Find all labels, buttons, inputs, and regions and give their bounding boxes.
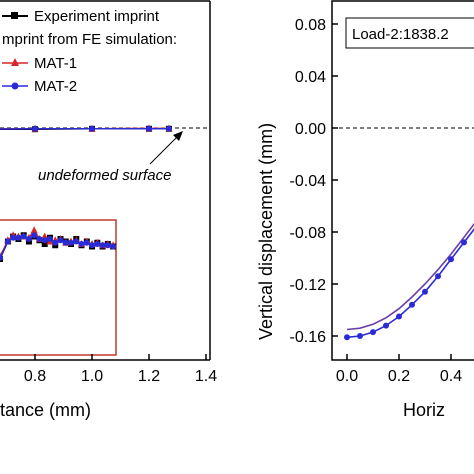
inset-mat1-point-8	[41, 232, 49, 240]
right-y-tick-label-4: -0.08	[290, 225, 327, 242]
right-x-axis-label: Horiz	[403, 400, 445, 420]
inset-mat2-point-1	[4, 238, 11, 245]
left-x-tick-label-3: 1.4	[195, 368, 217, 385]
right-x-tick-label-2: 0.4	[440, 368, 462, 385]
right-y-tick-label-2: 0.00	[295, 121, 326, 138]
inset-mat2-point-13	[68, 239, 75, 246]
left-x-tick-label-0: 0.8	[24, 368, 46, 385]
right-y-tick-label-5: -0.12	[290, 277, 327, 294]
left-x-axis-label: tance (mm)	[0, 400, 91, 420]
inset-mat1-point-6	[30, 226, 38, 234]
inset-mat2-point-3	[15, 234, 22, 241]
inset-mat2-point-4	[20, 233, 27, 240]
left-series-2-point-5	[89, 125, 95, 132]
inset-mat2-point-18	[94, 241, 101, 247]
inset-frame	[0, 219, 117, 356]
inset-mat2-point-12	[62, 239, 69, 246]
legend-mat1-marker	[11, 58, 19, 66]
right-series-1-point-3	[383, 322, 389, 329]
inset-mat2-point-20	[104, 242, 111, 249]
inset-mat2-point-21	[110, 243, 116, 250]
right-series-1-point-4	[396, 313, 402, 320]
inset-mat2-point-14	[73, 238, 80, 245]
right-series-1-point-6	[422, 288, 428, 295]
legend-mat1-label: MAT-1	[34, 55, 77, 72]
inset-mat2-point-9	[46, 236, 53, 242]
right-series-line-1	[346, 228, 474, 339]
left-series-group	[0, 124, 173, 133]
inset-mat2-point-11	[57, 237, 64, 244]
left-series-2-point-6	[146, 125, 152, 132]
annotation-undeformed-surface: undeformed surface	[38, 167, 171, 184]
right-series-1-point-0	[344, 334, 350, 341]
inset-experiment-point-8	[41, 241, 48, 247]
right-y-ticks: 0.08 0.04 0.00 -0.04 -0.08 -0.12 -0.16	[290, 17, 338, 346]
left-x-tick-label-2: 1.2	[138, 368, 160, 385]
load-label-text: Load-2:1838.2	[352, 26, 449, 43]
left-panel: Experiment imprint mprint from FE simula…	[0, 0, 217, 420]
right-series-1-point-5	[409, 301, 415, 308]
inset-mat2-point-7	[36, 236, 43, 242]
left-x-tick-label-1: 1.0	[81, 368, 103, 385]
legend-experiment-label: Experiment imprint	[34, 8, 160, 25]
right-series-1-point-1	[357, 333, 363, 339]
right-panel: Load-2:1838.2 0.08 0.04 0.00 -0.04 -0.08 -0.1…	[256, 0, 474, 420]
inset-mat2-point-8	[41, 237, 48, 244]
right-series-1-point-7	[435, 273, 441, 280]
right-y-tick-label-6: -0.16	[290, 329, 327, 346]
left-series-2-point-7	[165, 125, 172, 132]
right-series-1-point-8	[448, 256, 454, 263]
inset-mat2-point-15	[78, 241, 85, 247]
legend-mat2-marker	[11, 82, 19, 90]
right-y-tick-label-3: -0.04	[290, 173, 327, 190]
right-y-axis-label: Vertical displacement (mm)	[256, 123, 276, 340]
left-x-ticks: 0.8 1.0 1.2 1.4	[24, 354, 217, 385]
load-label-box	[345, 17, 474, 49]
inset-mat2-point-17	[89, 242, 96, 249]
inset-mat2-point-6	[31, 232, 38, 239]
legend-experiment-marker	[11, 12, 18, 19]
inset-mat2-point-10	[52, 239, 59, 246]
left-series-2-point-4	[32, 125, 38, 132]
annotation-arrow-head	[173, 131, 183, 141]
right-series-1-point-9	[461, 239, 467, 246]
right-y-tick-label-0: 0.08	[295, 17, 326, 34]
right-x-ticks: 0.0 0.2 0.4	[336, 354, 462, 385]
right-y-tick-label-1: 0.04	[295, 69, 326, 86]
annotation-arrow-line	[149, 133, 181, 165]
inset-mat2-point-16	[83, 239, 90, 246]
inset-series-group	[0, 226, 116, 262]
right-series-line-0	[346, 222, 474, 331]
legend-fe-group-label: mprint from FE simulation:	[2, 31, 177, 48]
inset-mat2-point-2	[10, 234, 17, 241]
right-series-group	[344, 222, 474, 341]
right-x-tick-label-0: 0.0	[336, 368, 358, 385]
right-series-1-point-2	[370, 329, 376, 336]
right-x-tick-label-1: 0.2	[388, 368, 410, 385]
inset-mat2-point-5	[25, 236, 32, 242]
legend-mat2-label: MAT-2	[34, 78, 77, 95]
inset-mat2-point-0	[0, 254, 3, 261]
inset-mat2-point-19	[99, 242, 106, 249]
